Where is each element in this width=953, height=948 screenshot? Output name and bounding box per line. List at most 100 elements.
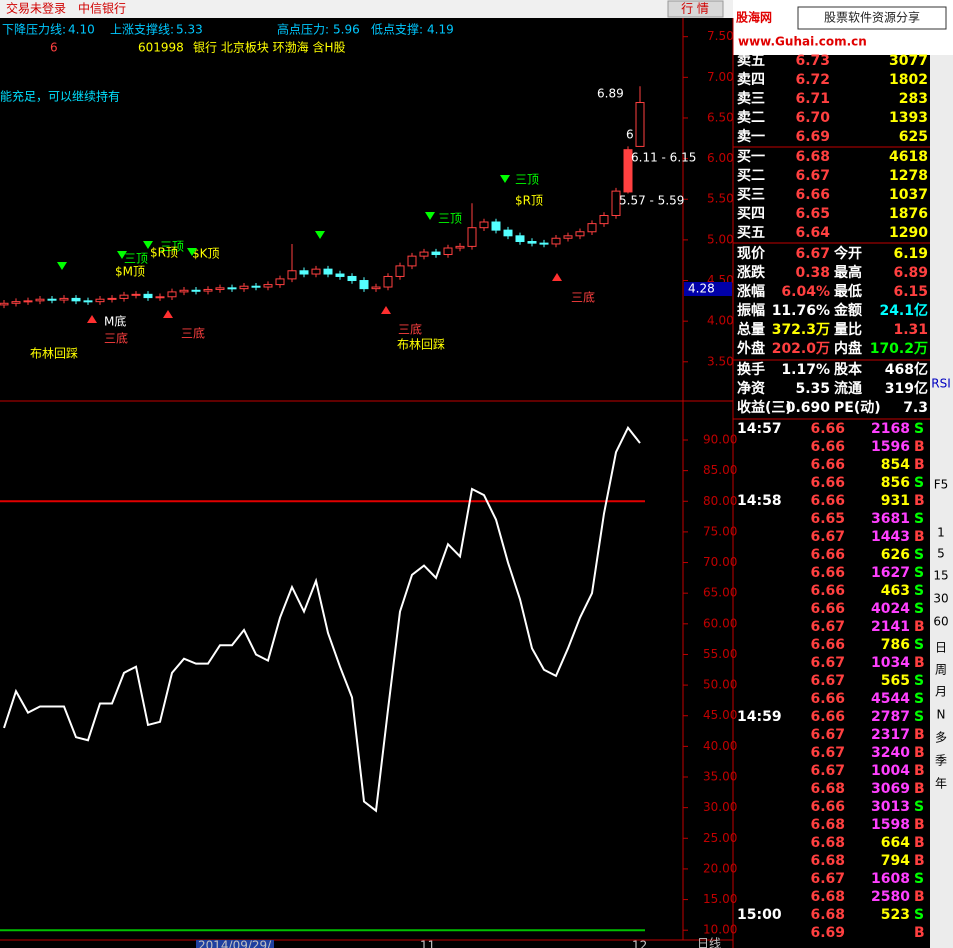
stat-label: 最低	[834, 283, 862, 300]
trade-price: 6.66	[810, 709, 845, 725]
candle-body	[179, 289, 189, 293]
candle-body	[143, 293, 153, 299]
toolbar-button[interactable]: 5	[937, 547, 945, 561]
trade-price: 6.68	[810, 781, 845, 797]
trade-side: S	[914, 583, 924, 599]
signal-arrow-down	[187, 248, 197, 256]
toolbar-button[interactable]: 日	[935, 641, 947, 655]
candle-body	[479, 221, 489, 229]
trade-volume: 1608	[871, 871, 910, 887]
signal-arrow-down	[315, 231, 325, 239]
stat-label: 涨跌	[737, 265, 766, 281]
trade-volume: 4024	[871, 601, 910, 617]
candle-body	[191, 289, 201, 292]
trade-price: 6.67	[810, 655, 845, 671]
signal-arrow-up	[87, 315, 97, 323]
trade-side: S	[914, 799, 924, 815]
trade-volume: 523	[881, 907, 910, 923]
candle-body	[611, 190, 621, 217]
candle-body	[335, 273, 345, 277]
toolbar-button[interactable]: F5	[934, 478, 949, 492]
toolbar	[930, 55, 953, 948]
toolbar-button[interactable]: 年	[935, 777, 947, 791]
candle-body	[95, 298, 105, 303]
stat-value: 0.690	[786, 400, 831, 416]
trade-side: S	[914, 637, 924, 653]
trade-volume: 786	[881, 637, 910, 653]
trade-volume: 1004	[871, 763, 910, 779]
trade-price: 6.67	[810, 745, 845, 761]
y-tick-label: 35.00	[703, 770, 737, 784]
candle-body	[563, 235, 573, 239]
trade-volume: 4544	[871, 691, 910, 707]
trade-side: B	[914, 781, 925, 797]
stat-label: 涨幅	[737, 283, 765, 300]
tab[interactable]	[667, 0, 724, 18]
stat-label: 内盘	[834, 340, 862, 357]
logo-slogan-box	[797, 6, 947, 30]
trade-side: S	[914, 673, 924, 689]
stock-tags: 银行 北京板块 环渤海 含H股	[193, 40, 345, 55]
y-tick-label: 3.50	[707, 354, 734, 368]
trade-volume: 1034	[871, 655, 910, 671]
candle-body	[311, 268, 321, 275]
trade-price: 6.66	[810, 547, 845, 563]
trade-price: 6.69	[810, 925, 845, 941]
stock-code: 601998	[138, 41, 184, 55]
logo-slogan: 股票软件资源分享	[824, 10, 920, 25]
x-label: 12	[632, 939, 647, 948]
toolbar-button[interactable]: 多	[935, 731, 947, 745]
toolbar-button[interactable]: 1	[937, 526, 945, 540]
toolbar-button[interactable]: 周	[935, 663, 947, 677]
candle-body	[131, 293, 141, 296]
y-tick-label: 6.50	[707, 110, 734, 124]
annotation: 三顶	[124, 252, 148, 266]
stat-value: 6.04%	[781, 284, 830, 300]
candle-body	[395, 265, 405, 277]
trade-side: S	[914, 565, 924, 581]
x-label: 11	[420, 939, 435, 948]
trade-volume: 664	[881, 835, 910, 851]
stat-label: 量比	[834, 321, 862, 338]
trade-volume: 3681	[871, 511, 910, 527]
toolbar-button[interactable]: N	[937, 708, 946, 722]
book-volume: 3077	[889, 53, 928, 69]
candle-body	[359, 280, 369, 290]
trade-volume: 2580	[871, 889, 910, 905]
trade-price: 6.67	[810, 763, 845, 779]
toolbar-button[interactable]: 15	[933, 569, 948, 583]
candle-body	[263, 284, 273, 288]
period-label: 日线	[697, 937, 721, 948]
toolbar-button[interactable]: RSI	[931, 377, 951, 391]
candle-body	[227, 287, 237, 290]
trade-side: S	[914, 871, 924, 887]
book-volume: 1393	[889, 110, 928, 126]
annotation: 布林回踩	[30, 347, 78, 361]
book-price: 6.70	[795, 110, 830, 126]
annotation: 布林回踩	[397, 338, 445, 352]
stat-label: 外盘	[737, 340, 765, 357]
trade-price: 6.66	[810, 457, 845, 473]
candle-body	[275, 278, 285, 286]
trade-price: 6.68	[810, 853, 845, 869]
trade-side: S	[914, 691, 924, 707]
toolbar-button[interactable]: 30	[933, 592, 948, 606]
annotation: 6	[626, 128, 634, 142]
trade-volume: 3013	[871, 799, 910, 815]
book-label: 买三	[737, 187, 765, 203]
book-price: 6.68	[795, 149, 830, 165]
logo-box	[733, 0, 953, 55]
candle-body	[107, 297, 117, 300]
annotation: 三底	[571, 290, 595, 305]
toolbar-button[interactable]: 60	[933, 615, 948, 629]
current-price: 4.28	[688, 282, 715, 296]
toolbar-button[interactable]: 月	[935, 685, 947, 699]
current-price-box	[684, 282, 732, 296]
toolbar-button[interactable]: 季	[935, 754, 947, 768]
trade-side: B	[914, 835, 925, 851]
indicator-label: 下降压力线:	[2, 23, 66, 37]
candle-body	[167, 291, 177, 298]
book-label: 卖四	[737, 71, 765, 88]
stat-label: PE(动)	[834, 399, 881, 416]
book-price: 6.65	[795, 206, 830, 222]
